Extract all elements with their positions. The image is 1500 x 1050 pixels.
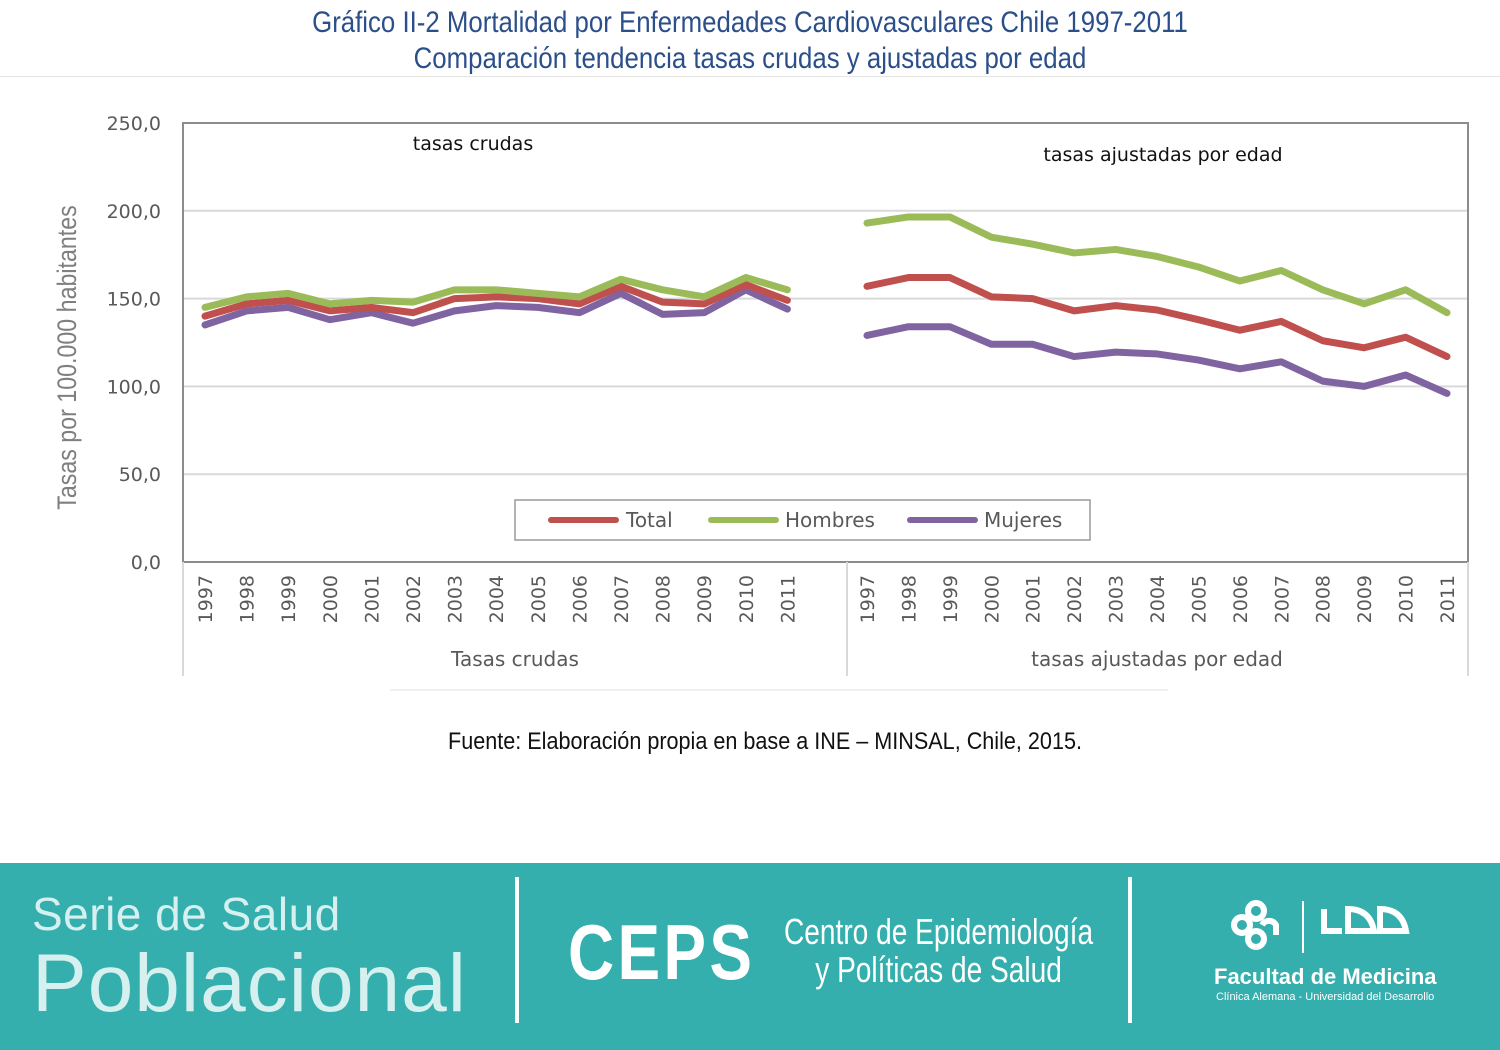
x-tick-label: 1999 [278, 575, 300, 623]
x-tick-label: 2006 [569, 575, 591, 623]
x-tick-label: 1997 [195, 575, 217, 623]
x-tick-label: 1998 [237, 575, 259, 623]
x-tick-label: 2003 [445, 575, 467, 623]
x-tick-label: 2009 [694, 575, 716, 623]
x-tick-label: 2007 [611, 575, 633, 623]
ceps-name-line1: Centro de Epidemiología [784, 911, 1094, 952]
y-tick-label: 150,0 [107, 289, 161, 311]
x-tick-label: 2004 [486, 575, 508, 623]
x-tick-label: 2008 [1313, 575, 1335, 623]
x-tick-label: 2002 [1064, 575, 1086, 623]
ceps-logo-text: CEPS [568, 908, 756, 996]
legend-label-total: Total [625, 508, 673, 532]
y-tick-label: 0,0 [131, 552, 161, 574]
x-tick-label: 2002 [403, 575, 425, 623]
plot-border [182, 122, 1469, 563]
x-tick-label: 2009 [1354, 575, 1376, 623]
chart-annotation: tasas ajustadas por edad [1043, 144, 1282, 166]
footer-divider [515, 877, 519, 1023]
series-line-total-ajustadas [863, 274, 1451, 361]
x-group-label: tasas ajustadas por edad [1031, 647, 1283, 671]
faculty-name: Facultad de Medicina [1214, 964, 1437, 989]
footer-banner: Serie de Salud Poblacional CEPS Centro d… [0, 863, 1500, 1050]
x-tick-label: 2000 [981, 575, 1003, 623]
ceps-name-line2: y Políticas de Salud [815, 949, 1062, 990]
x-tick-label: 2006 [1230, 575, 1252, 623]
x-tick-label: 2008 [653, 575, 675, 623]
x-group-label: Tasas crudas [450, 647, 579, 671]
legend-label-hombres: Hombres [785, 508, 875, 532]
y-axis-label: Tasas por 100.000 habitantes [52, 205, 82, 510]
x-tick-label: 2001 [1023, 575, 1045, 623]
y-tick-label: 200,0 [107, 201, 161, 223]
x-tick-label: 1997 [857, 575, 879, 623]
x-tick-label: 2001 [361, 575, 383, 623]
source-note: Fuente: Elaboración propia en base a INE… [448, 728, 1082, 755]
x-tick-label: 2010 [1396, 575, 1418, 623]
series-name-line2: Poblacional [32, 938, 467, 1029]
y-tick-label: 250,0 [107, 113, 161, 135]
line-chart: 0,0 50,0 100,0 150,0 200,0 250,0 Tasas por 100… [52, 113, 1469, 691]
chart-annotation: tasas crudas [413, 133, 533, 155]
series-name-line1: Serie de Salud [32, 888, 341, 940]
x-tick-label: 2011 [1437, 575, 1459, 623]
x-tick-label: 2011 [777, 575, 799, 623]
x-tick-label: 1999 [940, 575, 962, 623]
y-tick-label: 100,0 [107, 376, 161, 398]
x-tick-label: 2004 [1147, 575, 1169, 623]
x-tick-label: 2005 [1188, 575, 1210, 623]
x-tick-label: 2003 [1106, 575, 1128, 623]
x-tick-label: 2000 [320, 575, 342, 623]
series-line-mujeres-ajustadas [863, 323, 1451, 397]
institution-name: Clínica Alemana - Universidad del Desarr… [1216, 991, 1435, 1003]
chart-title: Gráfico II-2 Mortalidad por Enfermedades… [312, 6, 1188, 39]
x-tick-label: 2010 [736, 575, 758, 623]
legend-label-mujeres: Mujeres [984, 508, 1062, 532]
x-tick-label: 2005 [528, 575, 550, 623]
ceps-full-name: Centro de Epidemiología y Políticas de S… [784, 913, 1093, 989]
x-tick-label: 1998 [898, 575, 920, 623]
title-divider [0, 76, 1500, 77]
footer-divider [1128, 877, 1132, 1023]
y-tick-label: 50,0 [119, 464, 161, 486]
udd-logo-icon [1231, 900, 1410, 953]
x-tick-label: 2007 [1271, 575, 1293, 623]
chart-subtitle: Comparación tendencia tasas crudas y aju… [413, 42, 1087, 75]
